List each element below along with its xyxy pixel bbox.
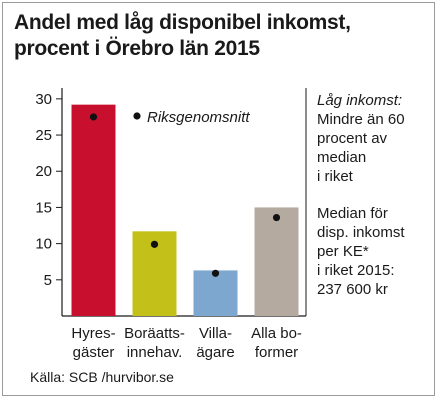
legend-dot [133,112,141,120]
category-label: Alla bo- [251,325,302,342]
category-label: gäster [73,344,115,361]
average-dot [272,213,281,222]
median-line: 237 600 kr [317,281,388,298]
category-label: ägare [196,344,234,361]
median-line: disp. inkomst [317,224,405,241]
y-tick-label: 25 [35,127,52,144]
source-credit: Källa: SCB /hurvibor.se [30,369,174,385]
legend-label: Riksgenomsnitt [147,109,250,126]
y-tick-label: 30 [35,91,52,108]
y-tick-label: 15 [35,199,52,216]
median-line: i riket 2015: [317,262,395,279]
chart-title: Andel med låg disponibel inkomst, procen… [14,10,434,62]
definition-line: Mindre än 60 [317,111,405,128]
definition-line: i riket [317,168,353,185]
category-label: innehav. [127,344,183,361]
median-note: Median för disp. inkomst per KE* i riket… [317,204,437,299]
category-label: Villa- [199,325,232,342]
definition-line: median [317,149,367,166]
bar [193,270,238,316]
y-tick-label: 5 [44,272,52,289]
chart-frame [2,2,435,396]
average-dot [211,269,220,277]
bar [254,207,299,316]
average-dot [150,240,159,248]
y-tick-label: 10 [35,236,52,253]
title-line-1: Andel med låg disponibel inkomst, [14,11,351,34]
category-label: former [255,344,298,361]
median-line: per KE* [317,243,369,260]
title-line-2: procent i Örebro län 2015 [14,37,260,60]
bar [71,104,116,317]
y-tick-label: 20 [35,163,52,180]
category-label: Hyres- [71,325,115,342]
category-label: Boräatts- [124,325,185,342]
definition-line: procent av [317,130,388,147]
average-dot [89,113,98,121]
median-line: Median för [317,205,388,222]
definition-note: Låg inkomst: Mindre än 60 procent av med… [317,91,437,186]
definition-heading: Låg inkomst: [317,92,403,109]
